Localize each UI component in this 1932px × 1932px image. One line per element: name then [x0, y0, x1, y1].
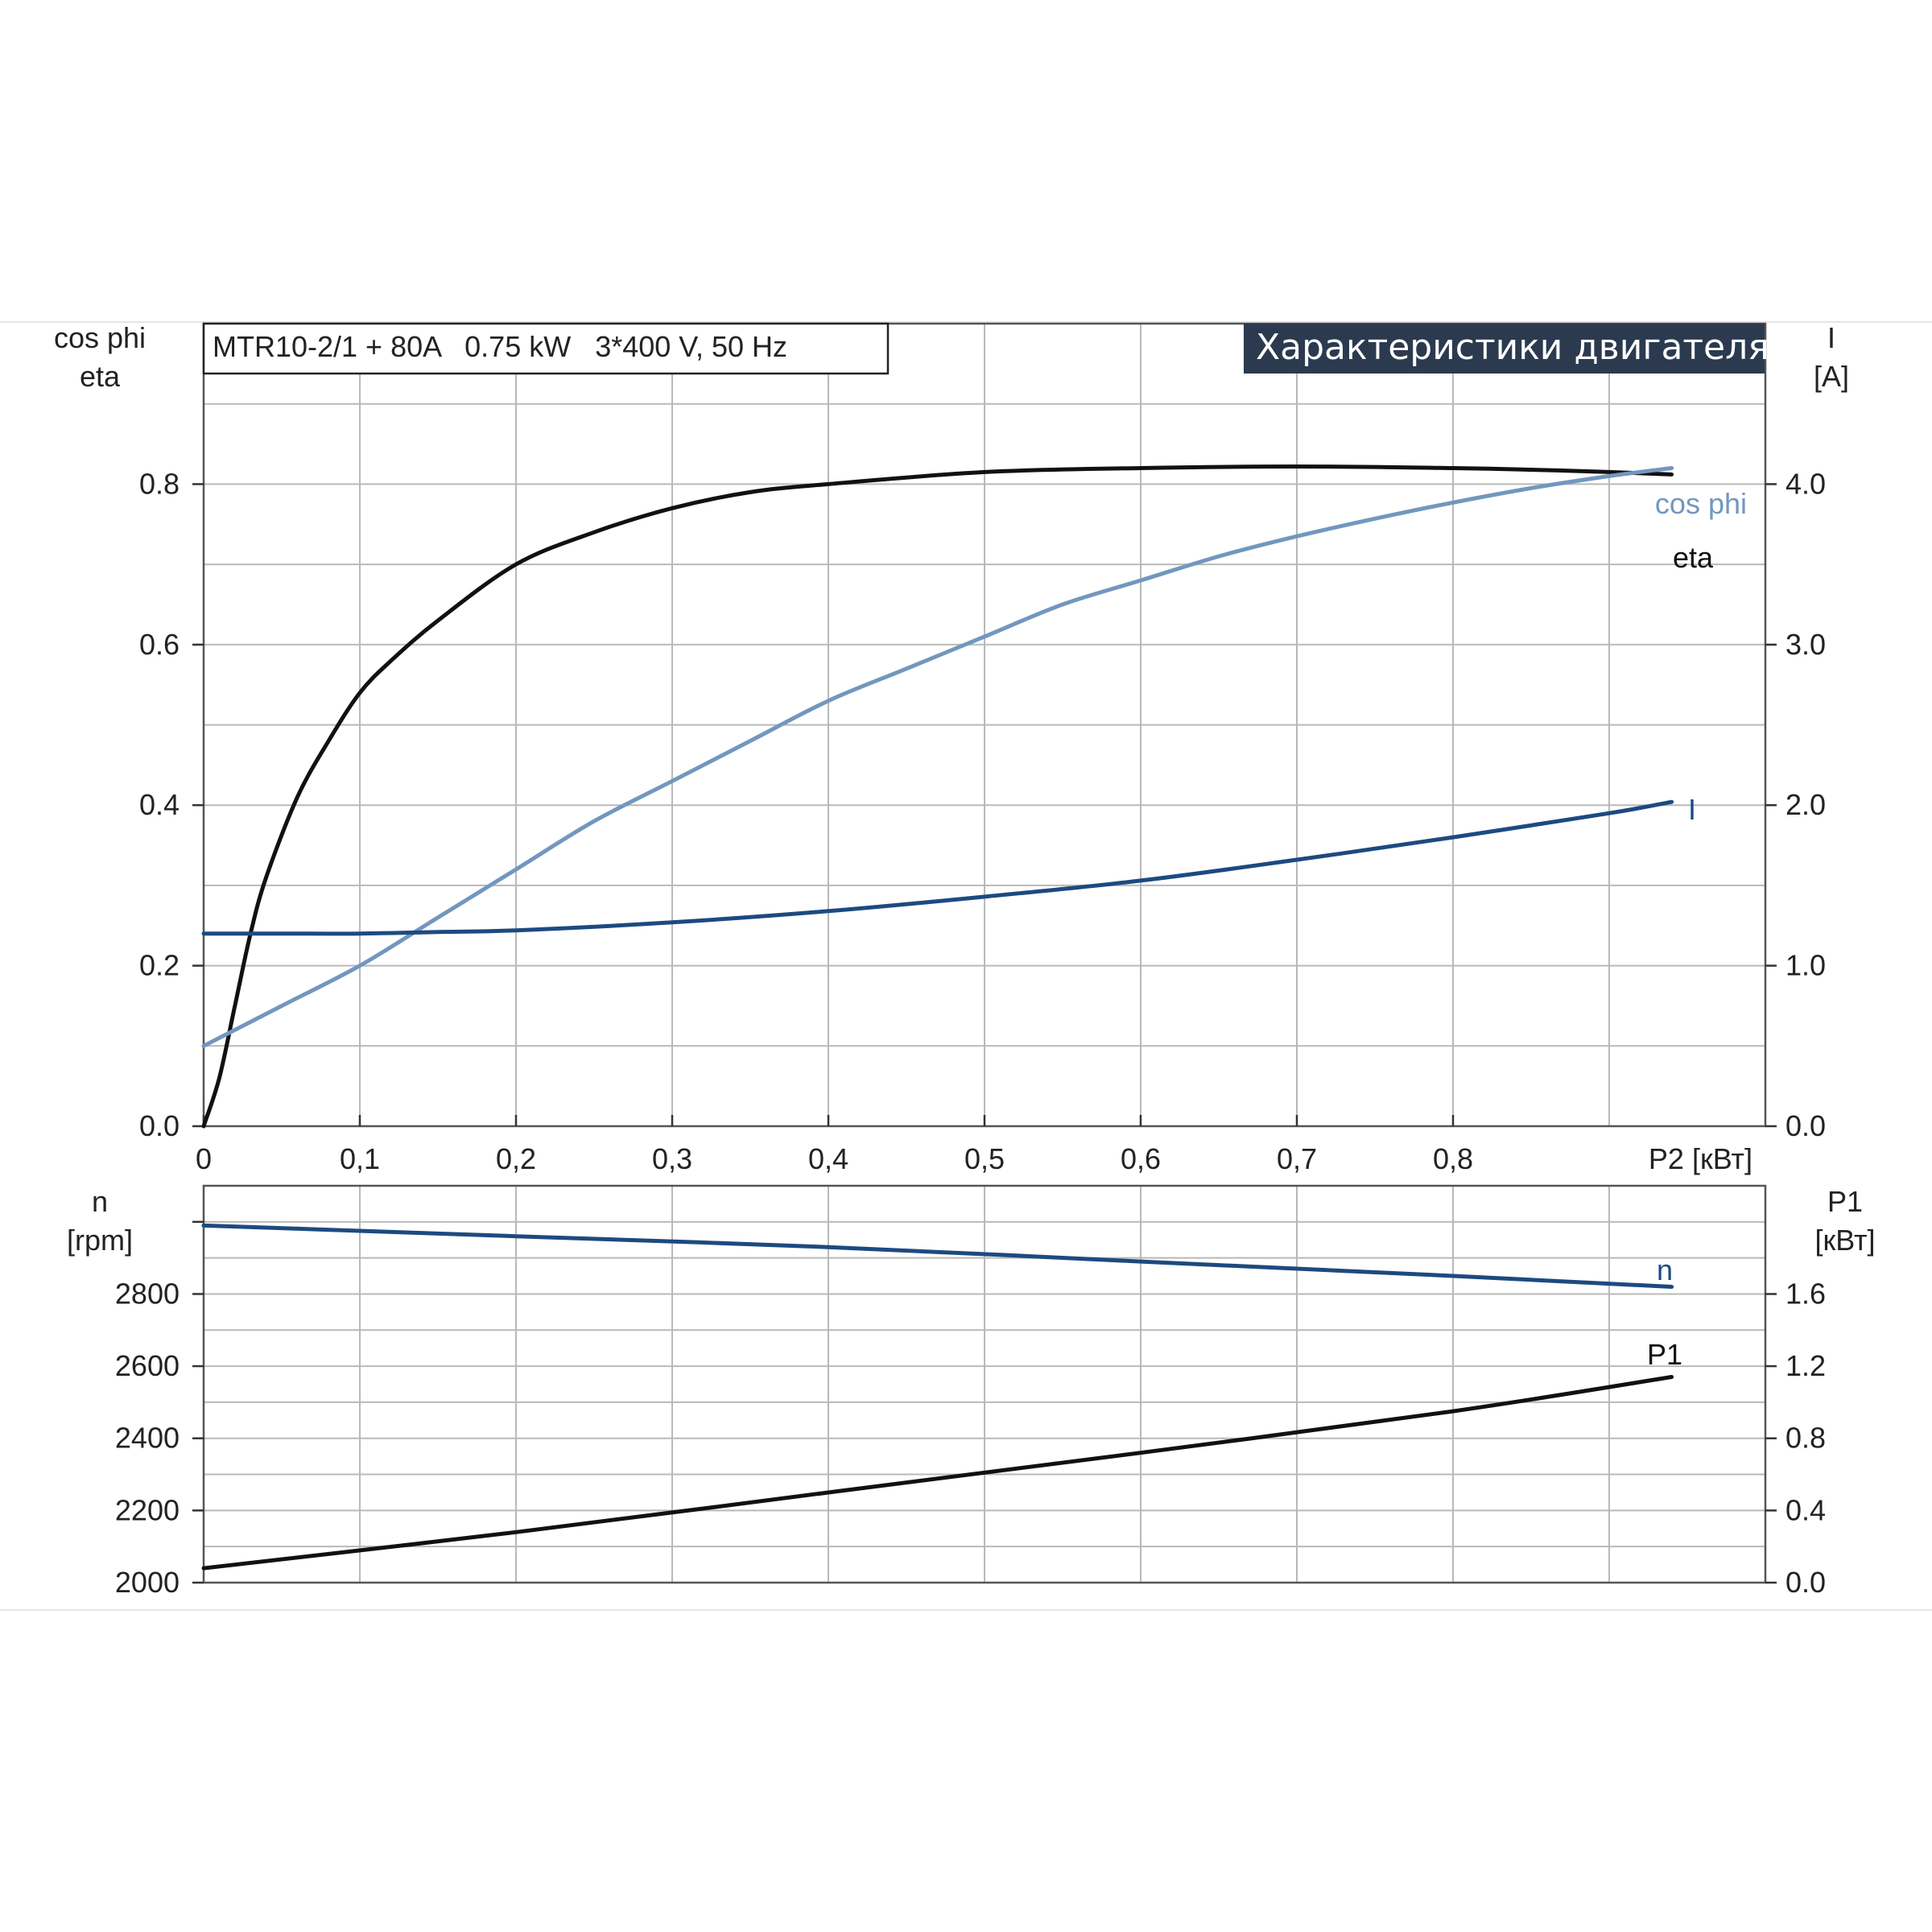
y-left-tick-label: 0.2 [139, 949, 180, 982]
y-right-label-p1: P1 [1827, 1185, 1863, 1218]
bottom-y-right-tick-label: 0.8 [1785, 1422, 1826, 1455]
x-tick-label: 0,7 [1277, 1142, 1317, 1175]
axis-ticks: 0 0,1 0,2 0,3 0,4 0,5 0,6 0,7 0,8 0.0 0.2 0.4 0.6 0.8… [115, 467, 1826, 1599]
y-right-tick-label: 1.0 [1785, 949, 1826, 982]
current-curve [201, 799, 1674, 936]
y-left-tick-label: 0.4 [139, 788, 180, 821]
x-tick-label: 0 [196, 1142, 212, 1175]
y-right-tick-label: 2.0 [1785, 788, 1826, 821]
title-badge [1244, 324, 1765, 374]
cos-phi-curve [201, 466, 1674, 1048]
current-curve-label: I [1688, 793, 1696, 826]
bottom-panel-grid [204, 1186, 1765, 1583]
speed-curve-label: n [1657, 1253, 1673, 1286]
y-left-label-eta: eta [80, 360, 121, 393]
y-right-tick-label: 4.0 [1785, 467, 1826, 500]
info-box-text: MTR10-2/1 + 80A 0.75 kW 3*400 V, 50 Hz [213, 330, 787, 363]
y-left-label-n: n [92, 1185, 108, 1218]
bottom-y-right-tick-label: 0.4 [1785, 1493, 1826, 1526]
eta-curve [201, 464, 1674, 1129]
y-right-label-kw: [кВт] [1814, 1224, 1875, 1257]
y-left-label-rpm: [rpm] [67, 1224, 133, 1257]
eta-curve-label: eta [1673, 541, 1714, 574]
p1-curve-label: P1 [1647, 1338, 1682, 1371]
top-panel-grid [204, 324, 1765, 1126]
bottom-y-left-tick-label: 2400 [115, 1422, 180, 1455]
bottom-y-left-tick-label: 2800 [115, 1277, 180, 1310]
y-left-tick-label: 0.0 [139, 1109, 180, 1142]
curves [201, 464, 1674, 1571]
bottom-y-left-tick-label: 2000 [115, 1566, 180, 1599]
p1-curve [201, 1375, 1674, 1571]
x-tick-label: 0,2 [496, 1142, 536, 1175]
bottom-y-left-tick-label: 2200 [115, 1493, 180, 1526]
bottom-y-right-tick-label: 1.2 [1785, 1349, 1826, 1382]
x-axis-label: P2 [кВт] [1649, 1142, 1752, 1175]
info-box [202, 322, 890, 375]
bottom-panel-frame [202, 1184, 1767, 1584]
bottom-y-right-tick-label: 0.0 [1785, 1566, 1826, 1599]
x-tick-label: 0,6 [1121, 1142, 1161, 1175]
x-tick-label: 0,8 [1433, 1142, 1473, 1175]
y-right-tick-label: 3.0 [1785, 628, 1826, 661]
bottom-y-left-tick-label: 2600 [115, 1349, 180, 1382]
y-right-label-a-unit: [A] [1814, 360, 1849, 393]
x-tick-label: 0,5 [964, 1142, 1005, 1175]
y-left-tick-label: 0.6 [139, 628, 180, 661]
y-right-label-i: I [1827, 321, 1835, 354]
speed-curve [201, 1223, 1674, 1289]
y-right-tick-label: 0.0 [1785, 1109, 1826, 1142]
y-left-label-cos-phi: cos phi [54, 321, 146, 354]
bottom-y-right-tick-label: 1.6 [1785, 1277, 1826, 1310]
x-tick-label: 0,3 [652, 1142, 692, 1175]
x-tick-label: 0,1 [340, 1142, 380, 1175]
chart-title: Характеристики двигателя [1256, 327, 1769, 368]
cos-phi-curve-label: cos phi [1655, 487, 1747, 520]
y-left-tick-label: 0.8 [139, 467, 180, 500]
x-tick-label: 0,4 [808, 1142, 848, 1175]
